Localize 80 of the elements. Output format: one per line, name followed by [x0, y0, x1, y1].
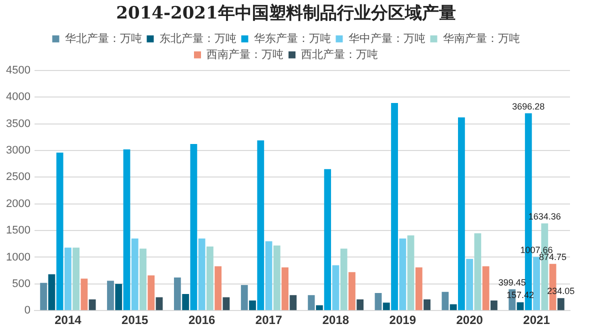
bar — [308, 295, 315, 310]
legend-label: 西北产量：万吨 — [301, 48, 378, 61]
bar — [214, 266, 222, 310]
bar — [240, 284, 248, 310]
bar — [56, 152, 64, 310]
bar — [115, 284, 122, 310]
bar — [131, 238, 138, 310]
bar — [198, 238, 206, 310]
bar — [123, 149, 130, 310]
bar — [474, 233, 482, 310]
bar — [382, 302, 390, 310]
bar — [340, 248, 348, 310]
data-label: 3696.28 — [512, 101, 545, 112]
legend-label: 西南产量：万吨 — [206, 48, 284, 61]
y-tick-label: 4000 — [6, 91, 30, 104]
bar — [257, 140, 264, 310]
bar — [482, 266, 490, 310]
bar — [442, 292, 449, 310]
x-tick-label: 2018 — [322, 313, 350, 328]
bar — [249, 300, 256, 310]
bar — [399, 238, 406, 310]
bar — [174, 278, 181, 310]
bar — [107, 280, 114, 310]
bar — [458, 117, 465, 310]
x-tick-label: 2015 — [122, 313, 149, 328]
bar — [450, 304, 457, 310]
y-tick-label: 3500 — [6, 118, 30, 130]
y-tick-label: 500 — [12, 278, 30, 290]
bar — [80, 278, 88, 310]
x-tick-label: 2019 — [389, 313, 416, 328]
bar — [356, 299, 364, 310]
x-tick-label: 2014 — [54, 313, 82, 328]
bar — [182, 294, 190, 310]
y-tick-label: 3000 — [6, 144, 30, 156]
bar — [265, 241, 272, 310]
bar — [206, 246, 214, 310]
bar — [140, 248, 146, 310]
bar — [407, 235, 414, 310]
y-tick-label: 1500 — [6, 224, 30, 237]
bar — [348, 272, 356, 310]
legend-label: 华南产量：万吨 — [442, 32, 520, 45]
x-tick-label: 2017 — [255, 313, 282, 328]
legend-label: 华东产量：万吨 — [254, 32, 331, 45]
bar — [391, 102, 398, 310]
bar — [64, 248, 72, 310]
bar — [424, 299, 430, 310]
y-tick-label: 2500 — [6, 171, 30, 184]
bar — [516, 302, 524, 310]
bar — [324, 169, 332, 310]
bar — [40, 282, 48, 310]
y-tick-label: 2000 — [6, 198, 30, 210]
data-label: 874.75 — [539, 252, 567, 262]
legend-label: 东北产量：万吨 — [159, 32, 236, 45]
bar — [466, 258, 474, 310]
x-tick-label: 2020 — [456, 313, 484, 328]
bar — [273, 245, 280, 310]
legend-label: 华中产量：万吨 — [348, 32, 426, 45]
bar — [290, 295, 297, 310]
bar — [148, 275, 155, 310]
bar — [415, 267, 422, 310]
bar — [48, 274, 56, 310]
bar — [533, 256, 540, 310]
x-tick-label: 2016 — [188, 313, 216, 328]
bar — [190, 144, 198, 310]
legend-label: 华北产量：万吨 — [64, 32, 142, 45]
bar — [222, 297, 230, 310]
bar — [557, 298, 564, 310]
y-tick-label: 0 — [24, 304, 30, 317]
bar — [156, 297, 163, 310]
y-tick-label: 4500 — [6, 64, 30, 76]
y-tick-label: 1000 — [6, 251, 30, 264]
bar — [72, 248, 80, 310]
bar — [88, 299, 96, 310]
bar — [332, 265, 340, 310]
bar — [316, 305, 323, 310]
bar — [374, 292, 382, 310]
bar — [490, 300, 498, 310]
bar — [282, 267, 288, 310]
x-tick-label: 2021 — [523, 313, 550, 328]
chart-title: 2014-2021年中国塑料制品行业分区域产量 — [116, 2, 456, 24]
